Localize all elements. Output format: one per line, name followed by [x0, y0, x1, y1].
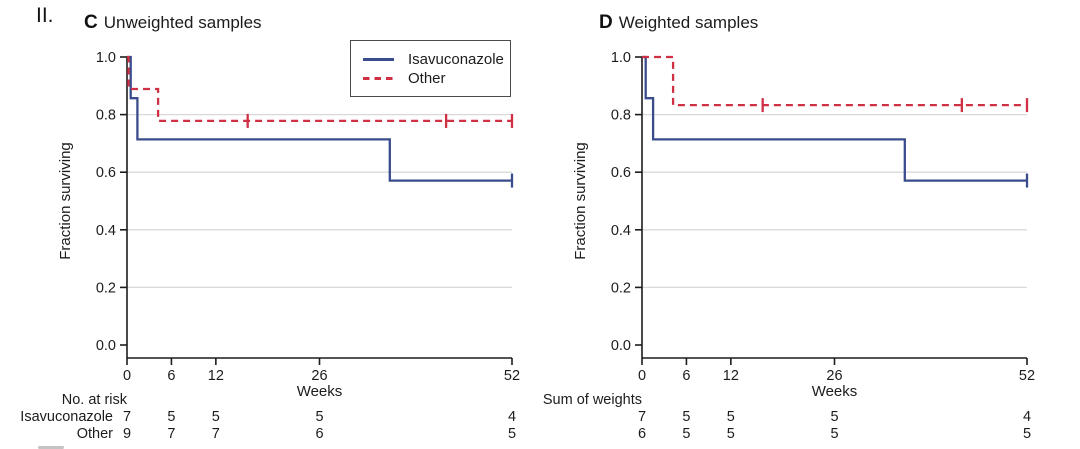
panel-d-letter: D: [599, 12, 613, 33]
risk-table-value: 5: [315, 409, 323, 425]
x-tick-label: 12: [208, 368, 224, 384]
y-tick-label: 0.0: [96, 338, 116, 354]
survival-curve-other: [127, 55, 512, 123]
x-axis-label: Weeks: [297, 383, 343, 400]
risk-table-header: Sum of weights: [543, 392, 642, 408]
risk-table-value: 5: [727, 409, 735, 425]
x-tick-label: 52: [504, 368, 520, 384]
risk-table-value: 9: [123, 426, 131, 442]
y-tick-label: 0.6: [611, 165, 631, 181]
risk-table-value: 5: [682, 426, 690, 442]
y-tick-label: 0.8: [96, 108, 116, 124]
x-tick-label: 6: [682, 368, 690, 384]
risk-table-value: 5: [682, 409, 690, 425]
x-axis-label: Weeks: [812, 383, 858, 400]
y-tick-label: 0.0: [611, 338, 631, 354]
legend-row-other: Other: [363, 69, 510, 88]
risk-table-value: 6: [638, 426, 646, 442]
risk-table-value: 5: [830, 426, 838, 442]
y-tick-label: 1.0: [611, 50, 631, 66]
x-tick-label: 26: [311, 368, 327, 384]
y-tick-label: 0.4: [96, 223, 116, 239]
risk-table-value: 7: [212, 426, 220, 442]
survival-curve-isavuconazole: [127, 55, 512, 182]
legend-label-other: Other: [408, 70, 446, 87]
survival-curve-other: [642, 55, 1027, 107]
survival-curve-isavuconazole: [642, 55, 1027, 182]
y-axis-label: Fraction surviving: [572, 142, 589, 260]
legend-line-sample-isavuconazole: [363, 58, 394, 61]
risk-table-value: 5: [167, 409, 175, 425]
panel-c-letter: C: [84, 12, 98, 33]
y-tick-label: 0.8: [611, 108, 631, 124]
risk-table-value: 7: [167, 426, 175, 442]
cropped-edge-artifact: [38, 446, 64, 449]
panel-d-title: D Weighted samples: [599, 12, 758, 34]
legend-row-isavuconazole: Isavuconazole: [363, 50, 510, 69]
risk-table-value: 6: [315, 426, 323, 442]
y-axis-label: Fraction surviving: [57, 142, 74, 260]
y-tick-label: 0.2: [611, 280, 631, 296]
panel-c-title: C Unweighted samples: [84, 12, 262, 34]
risk-table-value: 5: [1023, 426, 1031, 442]
risk-table-row-label: Other: [77, 426, 113, 442]
y-tick-label: 0.4: [611, 223, 631, 239]
x-tick-label: 0: [638, 368, 646, 384]
risk-table-value: 7: [123, 409, 131, 425]
x-tick-label: 26: [826, 368, 842, 384]
y-tick-label: 0.6: [96, 165, 116, 181]
legend-box: Isavuconazole Other: [350, 40, 511, 97]
risk-table-value: 5: [830, 409, 838, 425]
legend-label-isavuconazole: Isavuconazole: [408, 51, 504, 68]
risk-table-value: 5: [508, 426, 516, 442]
y-tick-label: 0.2: [96, 280, 116, 296]
legend-dashed-sample-other: [363, 77, 394, 80]
x-tick-label: 52: [1019, 368, 1035, 384]
y-tick-label: 1.0: [96, 50, 116, 66]
x-tick-label: 12: [723, 368, 739, 384]
risk-table-value: 7: [638, 409, 646, 425]
x-tick-label: 6: [167, 368, 175, 384]
panel-d-title-text: Weighted samples: [618, 13, 759, 32]
panel-c-title-text: Unweighted samples: [103, 13, 262, 32]
risk-table-value: 5: [212, 409, 220, 425]
risk-table-value: 4: [1023, 409, 1031, 425]
risk-table-value: 5: [727, 426, 735, 442]
x-tick-label: 0: [123, 368, 131, 384]
risk-table-header: No. at risk: [62, 392, 128, 408]
risk-table-value: 4: [508, 409, 516, 425]
figure-roman-label: II.: [36, 4, 54, 27]
risk-table-row-label: Isavuconazole: [20, 409, 113, 425]
